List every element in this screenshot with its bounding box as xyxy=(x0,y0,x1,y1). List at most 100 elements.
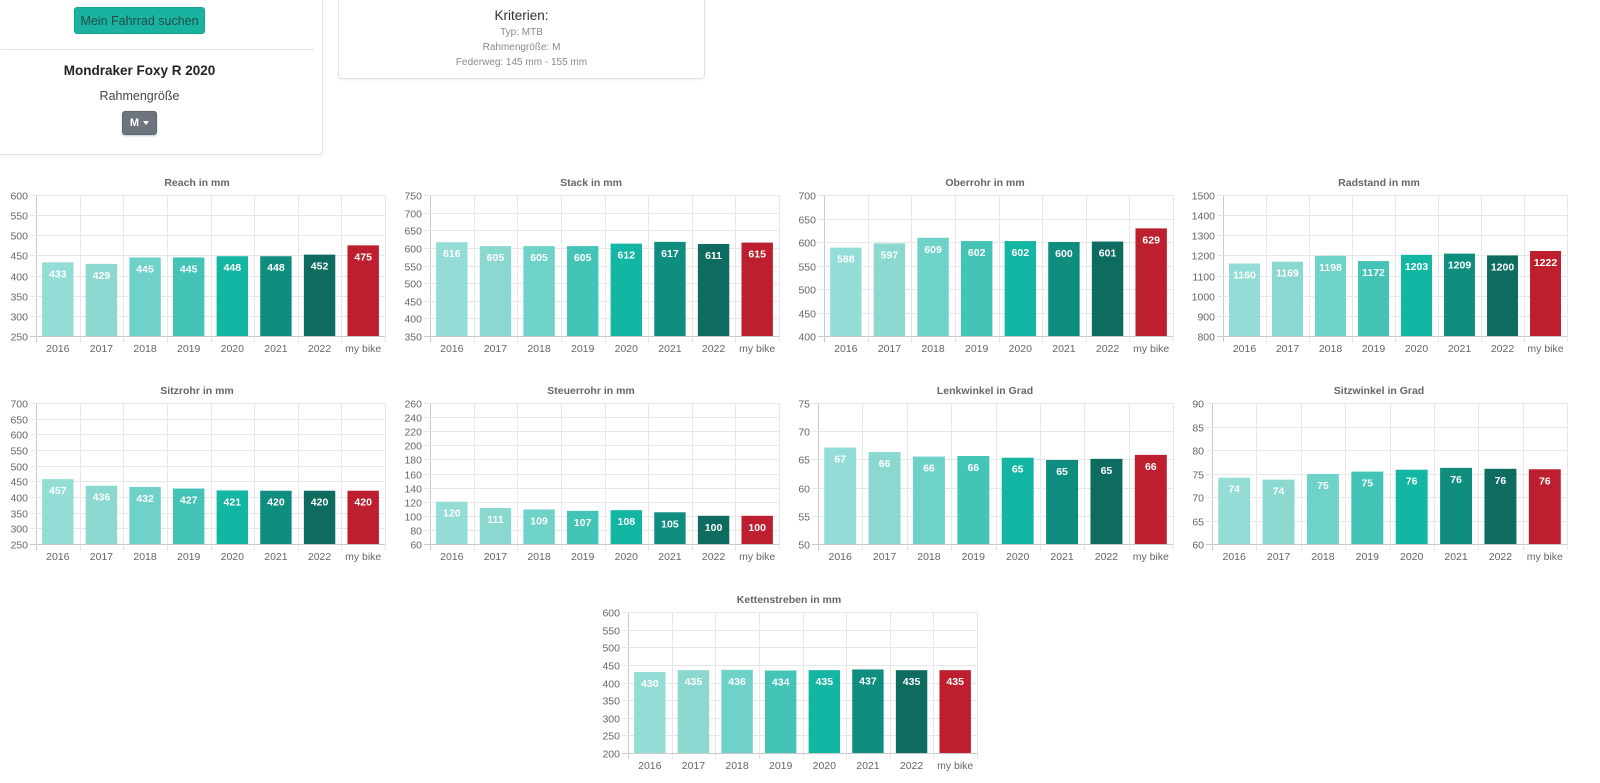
x-tick-label: 2016 xyxy=(440,551,464,563)
bar xyxy=(216,256,249,336)
x-tick-label: 2018 xyxy=(1319,343,1343,355)
y-tick-label: 400 xyxy=(404,314,422,326)
data-label: 435 xyxy=(903,676,921,688)
data-label: 588 xyxy=(837,254,855,266)
chart-title: Steuerrohr in mm xyxy=(547,385,635,397)
data-label: 436 xyxy=(728,676,746,688)
y-tick-label: 180 xyxy=(404,455,422,467)
bar xyxy=(216,490,249,544)
bar xyxy=(85,263,118,336)
y-tick-label: 60 xyxy=(1192,540,1204,552)
bar xyxy=(129,486,161,544)
search-bike-button[interactable]: Mein Fahrrad suchen xyxy=(74,7,205,34)
x-tick-label: my bike xyxy=(937,760,973,772)
y-tick-label: 500 xyxy=(10,462,28,474)
bar xyxy=(1218,477,1251,544)
y-tick-label: 550 xyxy=(404,262,422,274)
y-tick-label: 250 xyxy=(10,332,28,344)
x-tick-label: 2020 xyxy=(1006,551,1030,563)
y-tick-label: 500 xyxy=(404,279,422,291)
chart-canvas: Steuerrohr in mm 60 80 100 120 140 160 180 200 22… xyxy=(404,385,780,563)
data-label: 109 xyxy=(530,515,548,527)
data-label: 76 xyxy=(1539,475,1551,487)
y-tick-label: 700 xyxy=(404,209,422,221)
x-tick-label: my bike xyxy=(739,343,775,355)
bar xyxy=(764,670,797,753)
y-tick-label: 200 xyxy=(404,441,422,453)
criteria-body: Kriterien: Typ: MTB Rahmengröße: M Feder… xyxy=(339,0,704,78)
data-label: 420 xyxy=(311,497,329,509)
chart-title: Sitzrohr in mm xyxy=(160,385,234,397)
x-tick-label: 2022 xyxy=(1489,551,1513,563)
data-label: 75 xyxy=(1361,478,1373,490)
y-tick-label: 450 xyxy=(404,297,422,309)
bike-card-body: Mein Fahrrad suchen Mondraker Foxy R 202… xyxy=(1,1,322,154)
bar xyxy=(1306,473,1339,544)
bar xyxy=(85,485,118,544)
x-tick-label: my bike xyxy=(1527,551,1563,563)
bar xyxy=(677,670,710,753)
bar xyxy=(1395,469,1428,544)
bar xyxy=(1048,242,1080,336)
x-tick-label: 2021 xyxy=(1050,551,1074,563)
data-label: 1203 xyxy=(1405,261,1429,273)
frame-size-dropdown[interactable]: M xyxy=(122,111,157,135)
bar xyxy=(1091,241,1124,336)
data-label: 65 xyxy=(1101,465,1113,477)
bar xyxy=(1444,253,1475,336)
y-tick-label: 600 xyxy=(10,191,28,203)
bar-my-bike xyxy=(1134,454,1167,544)
data-label: 609 xyxy=(924,244,942,256)
x-tick-label: 2017 xyxy=(873,551,897,563)
data-label: 75 xyxy=(1317,480,1329,492)
x-tick-label: 2021 xyxy=(856,760,880,772)
chart-title: Lenkwinkel in Grad xyxy=(937,385,1033,397)
chart-sitzwinkel: Sitzwinkel in Grad 60 65 70 75 80 85 90 74 2016 74… xyxy=(1186,378,1572,572)
data-label: 612 xyxy=(618,250,636,262)
y-tick-label: 60 xyxy=(798,484,810,496)
bar xyxy=(697,515,730,544)
x-tick-label: 2016 xyxy=(46,551,70,563)
data-label: 605 xyxy=(530,252,548,264)
y-tick-label: 450 xyxy=(10,251,28,263)
y-tick-label: 550 xyxy=(602,626,620,638)
x-tick-label: 2022 xyxy=(702,343,726,355)
chart-lenkwinkel: Lenkwinkel in Grad 50 55 60 65 70 75 67 2016 66 20… xyxy=(792,378,1178,572)
data-label: 427 xyxy=(180,495,198,507)
bar xyxy=(957,456,990,544)
x-tick-label: 2020 xyxy=(615,551,639,563)
x-tick-label: 2016 xyxy=(638,760,662,772)
bar xyxy=(436,242,468,336)
x-tick-label: my bike xyxy=(1133,343,1169,355)
y-tick-label: 50 xyxy=(798,540,810,552)
data-label: 600 xyxy=(1055,248,1073,260)
x-tick-label: 2018 xyxy=(725,760,749,772)
data-label: 457 xyxy=(49,485,67,497)
y-tick-label: 450 xyxy=(10,477,28,489)
data-label: 66 xyxy=(1145,461,1157,473)
bar xyxy=(566,510,599,544)
data-label: 67 xyxy=(834,454,846,466)
x-tick-label: 2017 xyxy=(682,760,706,772)
x-tick-label: 2017 xyxy=(1276,343,1300,355)
y-tick-label: 350 xyxy=(10,292,28,304)
data-label: 602 xyxy=(968,247,986,259)
chart-canvas: Sitzwinkel in Grad 60 65 70 75 80 85 90 74 2016 74… xyxy=(1192,385,1568,563)
x-tick-label: 2022 xyxy=(900,760,924,772)
x-tick-label: my bike xyxy=(1133,551,1169,563)
x-tick-label: 2021 xyxy=(658,551,682,563)
data-label: 66 xyxy=(967,462,979,474)
data-label: 76 xyxy=(1495,475,1507,487)
chart-stack: Stack in mm 350 400 450 500 550 600 650 700 750 61… xyxy=(398,170,784,364)
y-tick-label: 600 xyxy=(798,238,816,250)
frame-size-value: M xyxy=(129,117,140,129)
data-label: 435 xyxy=(946,676,964,688)
y-tick-label: 80 xyxy=(1192,446,1204,458)
bar xyxy=(912,456,945,544)
y-tick-label: 400 xyxy=(10,493,28,505)
y-tick-label: 220 xyxy=(404,427,422,439)
x-tick-label: 2017 xyxy=(878,343,902,355)
bike-card: Mein Fahrrad suchen Mondraker Foxy R 202… xyxy=(0,0,323,155)
y-tick-label: 800 xyxy=(1197,332,1215,344)
bar xyxy=(172,488,205,544)
